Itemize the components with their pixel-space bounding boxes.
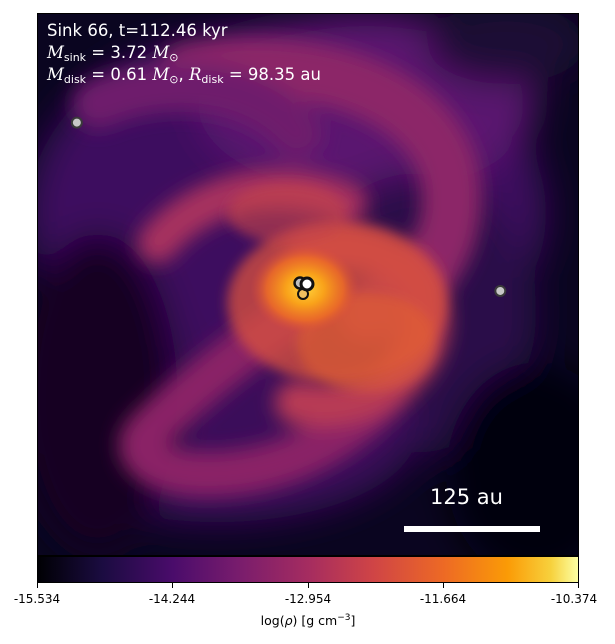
sink-marker-outer-right [494, 284, 507, 297]
colorbar-tick-label: -15.534 [13, 592, 61, 606]
disk-properties-label: Mdisk = 0.61 M⊙, Rdisk = 98.35 au [47, 65, 321, 86]
scale-bar-label: 125 au [430, 485, 503, 509]
colorbar-label: log(ρ) [g cm−3] [260, 613, 356, 629]
colorbar [37, 556, 579, 583]
colorbar-tick [308, 583, 309, 588]
density-plot: Sink 66, t=112.46 kyr Msink = 3.72 M⊙ Md… [37, 13, 579, 556]
colorbar-tick [578, 583, 579, 588]
sink-title: Sink 66, t=112.46 kyr [47, 21, 228, 40]
sink-mass-label: Msink = 3.72 M⊙ [47, 43, 179, 64]
scale-bar [404, 526, 540, 532]
colorbar-tick-label: -11.664 [419, 592, 467, 606]
sink-marker-central [299, 276, 315, 292]
density-map [38, 14, 578, 555]
colorbar-tick-label: -10.374 [550, 592, 598, 606]
colorbar-tick [172, 583, 173, 588]
colorbar-tick [37, 583, 38, 588]
colorbar-tick-label: -14.244 [148, 592, 196, 606]
colorbar-tick-label: -12.954 [284, 592, 332, 606]
colorbar-tick [443, 583, 444, 588]
sink-marker-outer-left [70, 116, 83, 129]
